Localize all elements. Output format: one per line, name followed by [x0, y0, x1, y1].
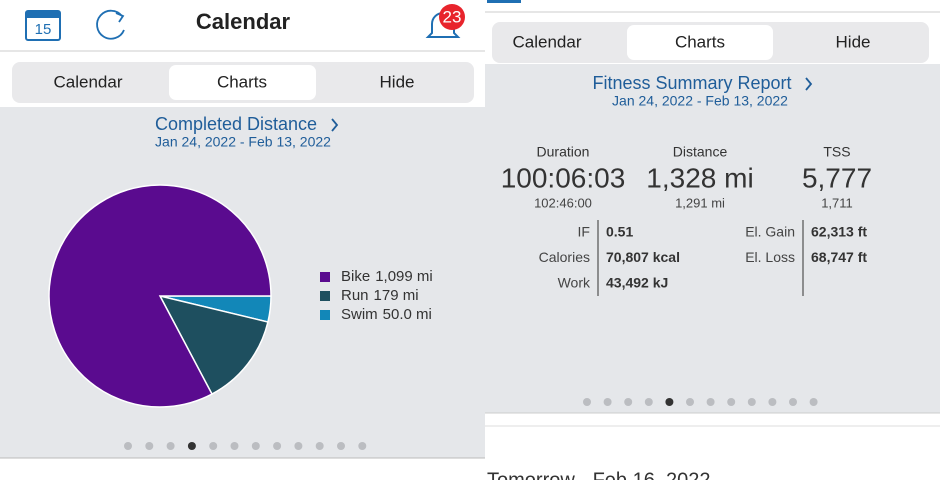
tab[interactable]: Hide	[380, 72, 415, 91]
page-dot	[251, 442, 260, 450]
legend-entry: Run 179 mi	[341, 287, 419, 304]
selected-segment	[169, 65, 316, 100]
tab[interactable]: Calendar	[513, 32, 582, 51]
detail-label: El. Gain	[745, 224, 795, 240]
page-dots	[124, 442, 367, 450]
legend-name: Run	[341, 287, 369, 304]
stat-value: 5,777	[802, 162, 872, 193]
stat-sub: 1,711	[821, 195, 853, 210]
icon-arrow	[115, 12, 125, 23]
chart-subtitle: Jan 24, 2022 - Feb 13, 2022	[155, 134, 331, 150]
stat-sub: 1,291 mi	[675, 195, 725, 210]
page-dot	[644, 398, 653, 406]
pie-slice	[48, 184, 272, 408]
page-dot	[727, 398, 736, 406]
calendar-icon[interactable]: 15	[25, 10, 61, 41]
stat-value: 1,328 mi	[646, 162, 753, 193]
page-dot	[583, 398, 591, 406]
legend-name: Swim	[341, 306, 378, 323]
report-date: Jan 24, 2022 - Feb 13, 2022	[612, 93, 788, 109]
page-dot	[187, 442, 196, 450]
tab[interactable]: Charts	[675, 32, 725, 51]
legend-swatch	[320, 272, 330, 282]
page-dot	[747, 398, 756, 406]
icon-top	[26, 11, 60, 18]
right-body	[485, 64, 940, 413]
footer-text: Tomorrow - Feb 16, 2022	[487, 469, 710, 480]
tab[interactable]: Hide	[836, 32, 871, 51]
tab[interactable]: Charts	[217, 72, 267, 91]
legend-value: 1,099 mi	[375, 268, 433, 285]
detail-label: El. Loss	[745, 249, 795, 265]
selected-segment	[627, 25, 773, 60]
legend-swatch	[320, 310, 330, 320]
detail-value: 68,747 ft	[811, 249, 867, 265]
stat-label: Distance	[673, 144, 728, 160]
page-dot	[686, 398, 694, 406]
page-dot	[603, 398, 612, 406]
detail-value: 43,492 kJ	[606, 275, 668, 291]
page-dot	[315, 442, 324, 450]
page-dot	[209, 442, 218, 450]
refresh-icon[interactable]	[96, 9, 125, 40]
detail-value: 0.51	[606, 224, 633, 240]
chart-title[interactable]: Completed Distance	[155, 114, 317, 134]
legend-name: Bike	[341, 268, 370, 285]
legend: Bike 1,099 mi Run 179 mi Swim 50.0 mi	[320, 268, 433, 323]
page-dot	[166, 442, 175, 450]
page-dots	[583, 398, 818, 406]
pie-slice	[158, 294, 269, 396]
chevron	[805, 77, 813, 91]
detail-label: IF	[578, 224, 590, 240]
page-dot	[294, 442, 303, 450]
page-dot	[809, 398, 818, 406]
detail-value: 70,807 kcal	[606, 249, 680, 265]
legend-entry: Bike 1,099 mi	[341, 268, 433, 285]
page-dot	[706, 398, 715, 406]
page-dot	[230, 442, 239, 450]
stat-sub: 102:46:00	[534, 195, 592, 210]
header-title: Calendar	[196, 9, 291, 34]
badge-count: 23	[443, 7, 462, 26]
stat-value: 100:06:03	[501, 162, 626, 193]
page-dot	[145, 442, 154, 450]
icon-arc	[96, 9, 125, 40]
report-title[interactable]: Fitness Summary Report	[592, 73, 791, 93]
calendar-day: 15	[35, 21, 52, 38]
legend-swatch	[320, 291, 330, 301]
notifications[interactable]: 23	[425, 4, 465, 38]
badge	[439, 4, 465, 30]
stat-label: Duration	[537, 144, 590, 160]
page-dot	[124, 442, 132, 450]
legend-value: 50.0 mi	[383, 306, 432, 323]
detail-label: Calories	[539, 249, 590, 265]
stat-label: TSS	[823, 144, 850, 160]
page-dot	[789, 398, 797, 406]
page-dot	[337, 442, 345, 450]
detail-label: Work	[558, 275, 591, 291]
legend-value: 179 mi	[374, 287, 419, 304]
chevron	[331, 118, 339, 132]
pie	[48, 184, 272, 408]
page-dot	[358, 442, 367, 450]
legend-entry: Swim 50.0 mi	[341, 306, 432, 323]
top-indicator	[487, 0, 521, 3]
tab[interactable]: Calendar	[54, 72, 123, 91]
detail-value: 62,313 ft	[811, 224, 867, 240]
page-dot	[665, 398, 674, 406]
page-dot	[624, 398, 633, 406]
page-dot	[273, 442, 282, 450]
page-dot	[768, 398, 777, 406]
details: IF 0.51 Calories 70,807 kcal Work 43,492 kJ El…	[539, 224, 868, 291]
stats: Duration 100:06:03 102:46:00 Distance 1,328 …	[501, 144, 872, 211]
